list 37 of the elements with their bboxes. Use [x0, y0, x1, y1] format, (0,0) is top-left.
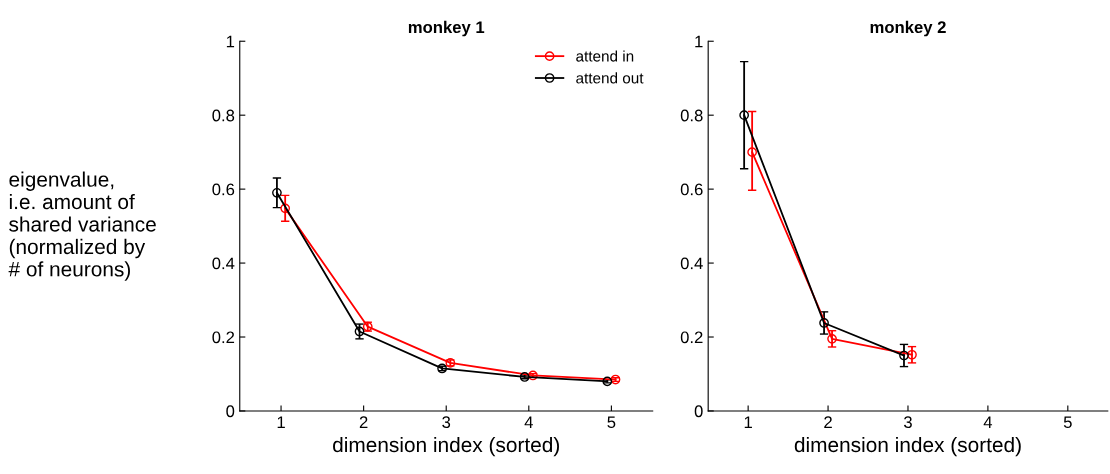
x-tick-label: 4: [983, 416, 993, 428]
legend-label: attend out: [576, 72, 644, 84]
point: [907, 349, 917, 360]
x-tick-label: 4: [524, 416, 533, 428]
point: [747, 147, 757, 158]
y-tick-label: 0.2: [212, 331, 235, 344]
y-tick-label: 0.4: [212, 257, 235, 270]
chart-title: monkey 2: [870, 20, 946, 37]
x-axis-title: dimension index (sorted): [333, 436, 559, 457]
x-tick-label: 5: [607, 416, 616, 429]
x-tick-label: 5: [1063, 416, 1072, 429]
point: [272, 187, 282, 198]
y-tick-label: 1: [226, 35, 235, 48]
y-tick-label: 0.8: [212, 109, 235, 122]
x-tick-label: 1: [744, 416, 752, 428]
x-tick-label: 3: [442, 416, 451, 429]
y-tick-label: 0.2: [680, 331, 703, 344]
legend-label: attend in: [576, 50, 634, 62]
point: [899, 350, 909, 361]
point: [280, 203, 291, 214]
y-tick-label: 0.6: [680, 183, 703, 196]
x-tick-label: 2: [824, 416, 832, 428]
y-axis-title: eigenvalue, i.e. amount of shared variance (normalized by # of neurons): [8, 171, 156, 281]
x-tick-label: 1: [277, 416, 285, 428]
x-tick-label: 2: [359, 416, 368, 428]
x-tick-label: 3: [903, 416, 912, 429]
y-tick-label: 0.8: [680, 109, 703, 122]
y-tick-label: 0.4: [680, 257, 703, 270]
y-tick-label: 0.6: [212, 183, 235, 196]
chart-title: monkey 1: [408, 20, 485, 37]
point: [827, 334, 837, 344]
point: [739, 110, 750, 121]
x-axis-title: dimension index (sorted): [794, 436, 1021, 457]
y-tick-label: 1: [695, 35, 703, 48]
point: [819, 318, 829, 328]
y-tick-label: 0: [226, 405, 235, 418]
y-tick-label: 0: [694, 405, 703, 418]
